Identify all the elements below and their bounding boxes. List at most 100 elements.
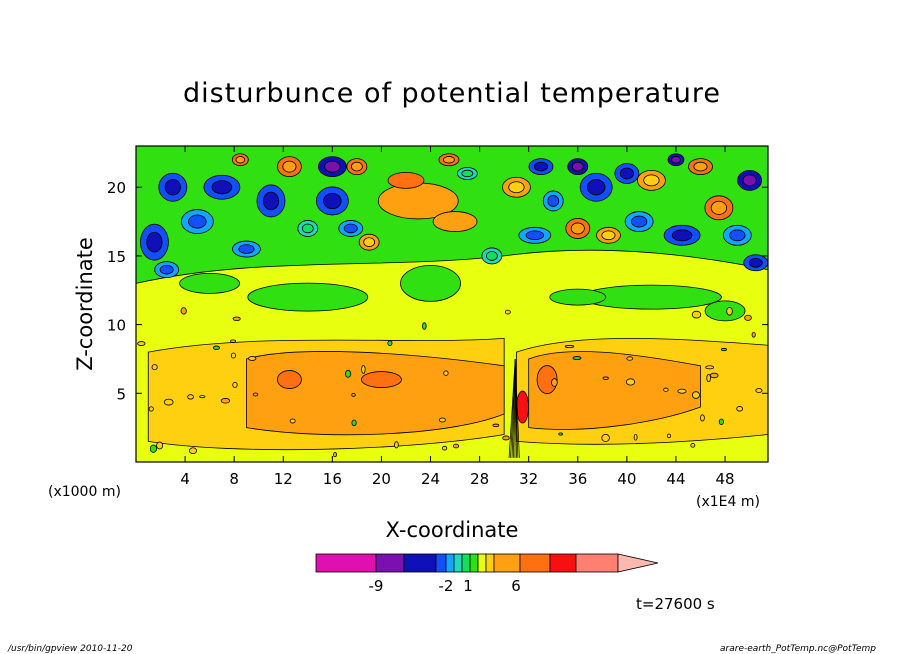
colorbar-swatch	[445, 553, 455, 573]
contour-region	[164, 179, 181, 196]
contour-region	[189, 447, 197, 455]
contour-region	[516, 390, 529, 424]
contour-region	[432, 211, 478, 232]
plot-area	[136, 146, 768, 462]
contour-region	[700, 414, 705, 422]
x-tick-label: 40	[617, 470, 636, 488]
colorbar-swatch	[477, 553, 487, 573]
contour-line	[514, 358, 520, 458]
contour-region	[693, 161, 708, 172]
contour-region	[748, 257, 763, 268]
contour-region	[350, 161, 363, 172]
contour-region	[159, 264, 174, 275]
contour-region	[443, 156, 455, 164]
colorbar-swatch	[549, 553, 577, 573]
contour-region	[301, 223, 314, 234]
contour-region	[718, 418, 724, 426]
contour-region	[442, 445, 448, 451]
contour-region	[188, 214, 207, 229]
colorbar-label: -2	[439, 577, 454, 595]
y-axis-label: Z-coordinate	[73, 237, 97, 371]
contour-region	[671, 229, 693, 242]
contour-region	[343, 223, 358, 234]
colorbar-label: 6	[511, 577, 521, 595]
contour-region	[536, 365, 558, 394]
y-tick-label: 5	[116, 385, 126, 403]
contour-region	[230, 352, 236, 359]
contour-region	[443, 370, 449, 376]
contour-region	[690, 443, 696, 448]
contour-region	[485, 251, 498, 261]
contour-region	[549, 288, 607, 306]
colorbar-swatch	[485, 553, 495, 573]
contour-region	[633, 433, 638, 441]
colorbar: -9 -2 1 6	[315, 553, 659, 595]
contour-region	[361, 364, 366, 374]
contour-region	[163, 398, 174, 406]
contour-region	[726, 307, 733, 316]
contour-region	[345, 369, 352, 378]
contour-region	[744, 314, 752, 321]
colorbar-swatch	[375, 553, 405, 573]
contour-region	[631, 215, 648, 228]
contour-region	[729, 229, 746, 242]
contour-region	[323, 192, 342, 210]
contour-region	[558, 432, 564, 436]
contour-region	[180, 307, 187, 315]
y-tick-label: 15	[107, 248, 126, 266]
contour-region	[742, 174, 757, 187]
x-tick-label: 32	[519, 470, 538, 488]
x-unit-left: (x1000 m)	[48, 484, 121, 500]
colorbar-swatch	[461, 553, 471, 573]
colorbar-swatch	[315, 553, 377, 573]
contour-region	[212, 345, 220, 351]
contour-region	[551, 378, 558, 387]
contour-region	[232, 381, 238, 388]
chart-title: disturbunce of potential temperature	[183, 78, 721, 109]
contour-region	[232, 316, 241, 322]
contour-region	[533, 161, 548, 172]
x-axis-label: X-coordinate	[386, 518, 519, 542]
contour-region	[361, 371, 402, 388]
x-tick-label: 16	[323, 470, 342, 488]
x-tick-label: 48	[716, 470, 735, 488]
contour-region	[238, 244, 255, 254]
x-tick-label: 28	[470, 470, 489, 488]
contour-region	[438, 417, 446, 423]
x-tick-label: 12	[274, 470, 293, 488]
colorbar-arrow	[617, 553, 659, 573]
x-tick-label: 36	[568, 470, 587, 488]
contour-region	[525, 230, 545, 241]
contour-region	[363, 237, 376, 247]
x-unit-right: (x1E4 m)	[696, 494, 760, 510]
contour-region	[710, 200, 728, 215]
contour-region	[282, 160, 297, 173]
contour-region	[422, 322, 427, 330]
contour-region	[247, 282, 369, 312]
contour-region	[705, 365, 715, 370]
contour-region	[736, 406, 744, 412]
contour-region	[755, 388, 763, 393]
contour-region	[187, 394, 194, 400]
x-axis: 4 8 12 16 20 24 28 32 36 40 44 48	[180, 146, 735, 488]
contour-region	[492, 423, 500, 428]
contour-region	[691, 310, 702, 319]
contour-region	[151, 364, 158, 371]
x-tick-label: 4	[180, 470, 190, 488]
contour-region	[230, 339, 237, 343]
contour-region	[572, 356, 582, 360]
colorbar-swatch	[403, 553, 437, 573]
y-axis: 5 10 15 20	[107, 179, 768, 403]
contour-region	[252, 392, 259, 397]
contour-region	[333, 452, 338, 458]
colorbar-swatch	[435, 553, 447, 573]
contour-region	[704, 300, 746, 322]
contour-region	[248, 356, 257, 361]
contour-region	[146, 231, 163, 253]
footer-left: /usr/bin/gpview 2010-11-20	[7, 644, 133, 654]
contour-region	[666, 433, 671, 439]
contour-region	[601, 230, 616, 241]
contour-region	[663, 387, 669, 392]
y-tick-label: 10	[107, 317, 126, 335]
